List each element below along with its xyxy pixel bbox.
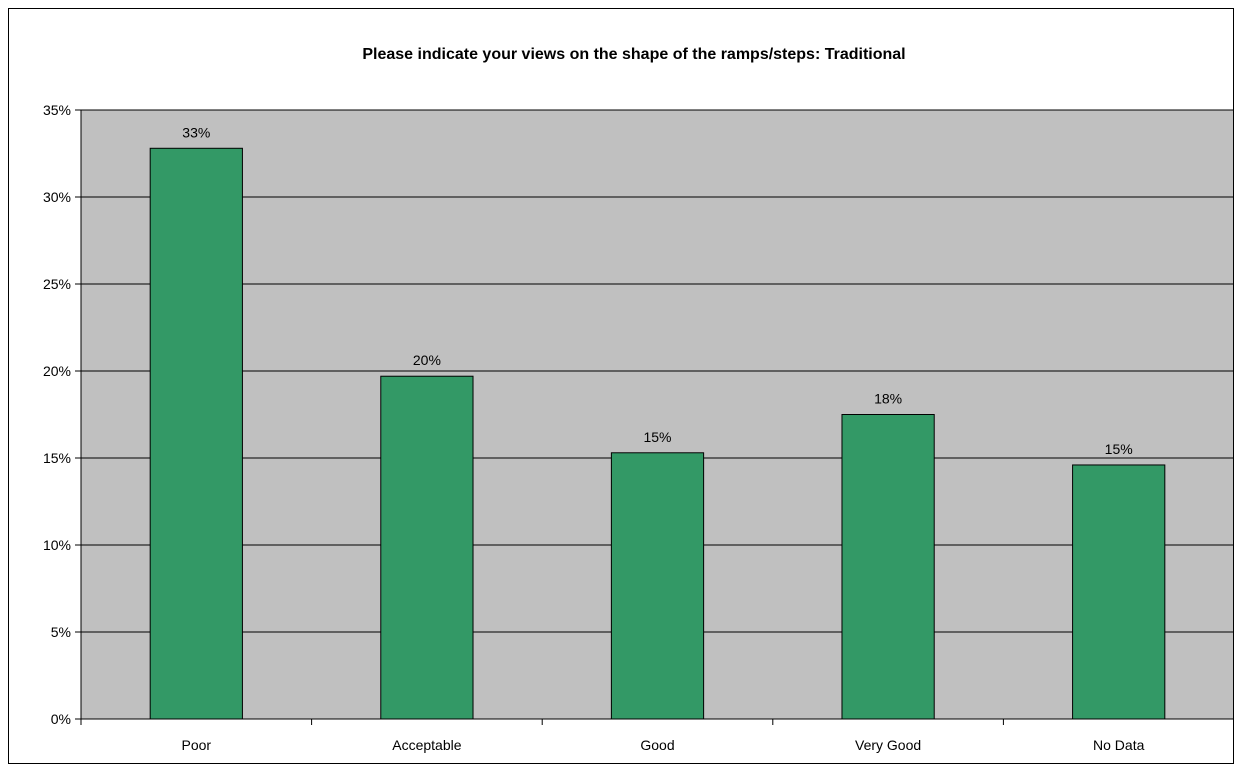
x-category-label: No Data bbox=[1093, 737, 1145, 753]
chart-frame: Please indicate your views on the shape … bbox=[8, 8, 1234, 764]
x-category-label: Poor bbox=[182, 737, 212, 753]
y-tick-label: 20% bbox=[43, 363, 71, 379]
data-label: 33% bbox=[182, 124, 210, 140]
y-tick-label: 35% bbox=[43, 102, 71, 118]
bar bbox=[610, 452, 705, 720]
bar bbox=[149, 147, 243, 720]
bar bbox=[841, 414, 935, 720]
y-tick-label: 25% bbox=[43, 276, 71, 292]
y-tick-label: 0% bbox=[51, 711, 71, 727]
bar bbox=[1072, 464, 1166, 720]
plot-area: 0% 5% 10% 15% 20% 25% 30% 35% 33% Poor 20% Acceptab… bbox=[43, 102, 1233, 753]
y-tick-label: 5% bbox=[51, 624, 71, 640]
chart-title: Please indicate your views on the shape … bbox=[362, 46, 905, 63]
data-label: 18% bbox=[874, 391, 902, 407]
data-label: 15% bbox=[1105, 441, 1133, 457]
data-label: 20% bbox=[413, 352, 441, 368]
data-label: 15% bbox=[643, 429, 671, 445]
x-category-label: Very Good bbox=[855, 737, 921, 753]
x-category-label: Acceptable bbox=[392, 737, 461, 753]
bar-chart: Please indicate your views on the shape … bbox=[43, 46, 1233, 753]
bar bbox=[380, 375, 474, 720]
y-tick-label: 15% bbox=[43, 450, 71, 466]
y-tick-label: 10% bbox=[43, 537, 71, 553]
y-tick-label: 30% bbox=[43, 189, 71, 205]
x-category-label: Good bbox=[640, 737, 674, 753]
